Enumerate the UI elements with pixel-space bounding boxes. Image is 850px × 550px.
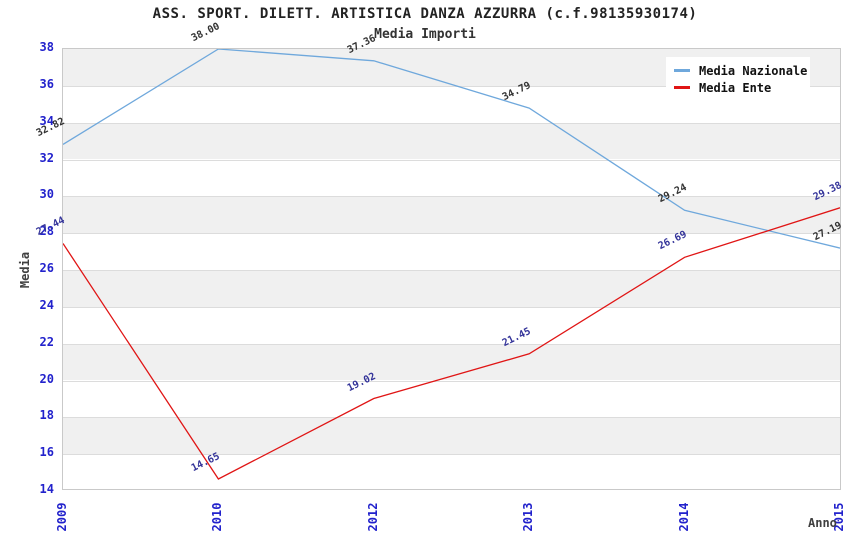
x-tick-label: 2010 [210, 502, 225, 532]
gridline [63, 343, 840, 345]
chart-title: ASS. SPORT. DILETT. ARTISTICA DANZA AZZU… [152, 6, 698, 22]
plot-band [63, 454, 840, 489]
y-tick-label: 18 [39, 408, 54, 423]
legend-swatch-red-line-icon [674, 86, 690, 89]
gridline [63, 417, 840, 419]
legend-item-media-nazionale: Media Nazionale [674, 62, 807, 79]
plot-band [63, 417, 840, 455]
legend-label: Media Ente [699, 80, 772, 95]
gridline [63, 454, 840, 456]
legend-swatch-blue-line-icon [674, 69, 690, 72]
y-tick-label: 32 [39, 150, 54, 165]
plot-band [63, 380, 840, 418]
legend: Media Nazionale Media Ente [666, 57, 810, 102]
y-tick-label: 14 [39, 482, 54, 496]
y-tick-label: 38 [39, 40, 54, 54]
series-lines-svg [63, 49, 840, 480]
plot-band [63, 270, 840, 307]
gridline [63, 122, 840, 124]
gridline [63, 233, 840, 235]
gridline [63, 270, 840, 271]
gridline [63, 85, 840, 87]
plot-band [63, 159, 840, 197]
y-tick-label: 26 [39, 261, 54, 275]
series-line-media-ente [63, 207, 840, 480]
legend-item-media-ente: Media Ente [674, 79, 802, 96]
plot-band [63, 233, 840, 270]
gridline [63, 306, 840, 308]
x-axis-title: Anno [808, 516, 837, 530]
x-tick-label: 2012 [365, 502, 380, 532]
plot-area [62, 48, 841, 490]
y-tick-label: 24 [39, 297, 54, 312]
chart-subtitle: Media Importi [374, 27, 476, 42]
y-tick-label: 20 [39, 371, 54, 386]
y-tick-label: 16 [39, 445, 54, 460]
x-tick-label: 2009 [55, 502, 69, 532]
x-tick-label: 2014 [676, 502, 691, 532]
y-axis-title: Media [18, 251, 32, 289]
y-tick-label: 28 [39, 224, 54, 239]
y-tick-label: 30 [39, 187, 54, 202]
plot-band [63, 306, 840, 344]
gridline [63, 380, 840, 382]
y-tick-label: 34 [39, 113, 54, 128]
gridline [63, 159, 840, 161]
x-tick-label: 2013 [521, 502, 536, 532]
y-tick-label: 36 [39, 76, 54, 91]
series-line-media-nazionale [63, 49, 840, 249]
legend-label: Media Nazionale [699, 63, 808, 78]
y-tick-label: 22 [39, 334, 54, 349]
plot-band [63, 122, 840, 160]
plot-band [63, 343, 840, 381]
plot-band [63, 196, 840, 234]
gridline [63, 196, 840, 198]
